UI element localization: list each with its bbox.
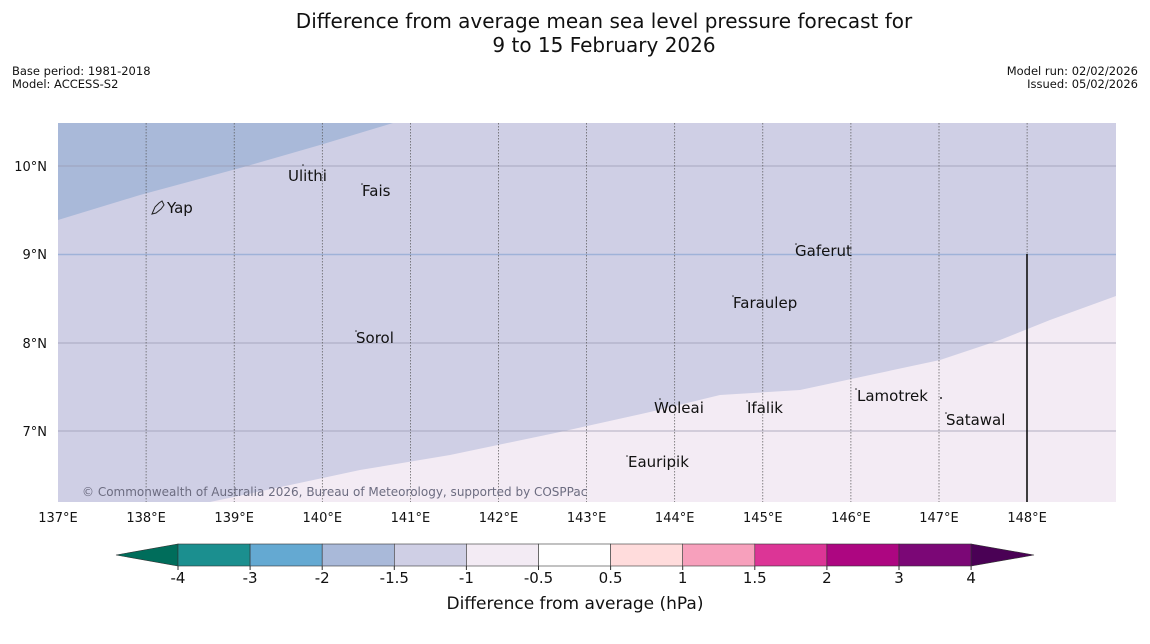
place-label-lamotrek: Lamotrek (857, 387, 928, 405)
place-label-ulithi: Ulithi (288, 167, 327, 185)
colorbar-tick-label-6: 0.5 (599, 569, 623, 587)
title-line-1: Difference from average mean sea level p… (295, 9, 913, 33)
colorbar-tick-label-3: -1.5 (380, 569, 409, 587)
field-band-minus1 (58, 296, 1116, 502)
base-period-label: Base period: 1981-2018 (12, 64, 151, 78)
colorbar-segment-3 (393, 543, 467, 567)
colorbar-tick-label-2: -2 (315, 569, 330, 587)
place-label-yap: Yap (166, 199, 193, 217)
lat-label-8N: 8°N (23, 337, 48, 352)
lon-label-10: 147°E (919, 511, 959, 526)
colorbar-tick-label-5: -0.5 (524, 569, 553, 587)
colorbar-segment-10 (898, 543, 972, 567)
colorbar-label: Difference from average (hPa) (447, 594, 704, 614)
longitude-labels: 137°E 138°E 139°E 140°E 141°E 142°E 143°E 144°E… (38, 511, 1047, 526)
colorbar-tick-label-1: -3 (243, 569, 258, 587)
sorol-dot (355, 330, 357, 332)
colorbar-segment-0 (177, 543, 251, 567)
colorbar-segment-2 (321, 543, 395, 567)
colorbar: -4 -3 -2 -1.5 -1 -0.5 0.5 1 1.5 2 3 4 (115, 543, 1035, 587)
faraulep-dot (732, 295, 734, 297)
field-band-minus2 (58, 123, 393, 220)
lon-label-11: 148°E (1007, 511, 1047, 526)
lon-label-9: 146°E (831, 511, 871, 526)
place-labels: Yap Ulithi Fais Gaferut Faraulep Sorol W… (166, 167, 1005, 471)
ulithi-dot (302, 164, 304, 166)
colorbar-tick-label-4: -1 (459, 569, 474, 587)
place-label-faraulep: Faraulep (733, 294, 797, 312)
place-label-ifalik: Ifalik (747, 399, 783, 417)
fais-dot (361, 183, 363, 185)
place-label-sorol: Sorol (356, 329, 394, 347)
colorbar-tick-label-0: -4 (171, 569, 186, 587)
colorbar-extend-low (115, 543, 179, 567)
place-label-eauripik: Eauripik (628, 453, 689, 471)
lamotrek-east-dot (940, 397, 942, 399)
ifalik-dot (746, 400, 748, 402)
lon-label-5: 142°E (479, 511, 519, 526)
lon-label-6: 143°E (567, 511, 607, 526)
graticule (58, 123, 1116, 502)
map-title: Difference from average mean sea level p… (0, 9, 1150, 57)
issued-label: Issued: 05/02/2026 (1027, 77, 1138, 91)
gaferut-dot (795, 243, 797, 245)
model-run-label: Model run: 02/02/2026 (1006, 64, 1138, 78)
colorbar-segment-6 (610, 543, 683, 567)
lon-label-3: 140°E (303, 511, 343, 526)
lat-label-7N: 7°N (23, 425, 48, 440)
colorbar-segment-7 (682, 543, 756, 567)
colorbar-tick-label-9: 2 (822, 569, 832, 587)
colorbar-segment-1 (249, 543, 323, 567)
colorbar-tick-label-11: 4 (966, 569, 976, 587)
place-label-woleai: Woleai (654, 399, 704, 417)
lon-label-8: 145°E (743, 511, 783, 526)
place-label-gaferut: Gaferut (795, 242, 852, 260)
colorbar-tick-label-7: 1 (678, 569, 688, 587)
model-label: Model: ACCESS-S2 (12, 77, 119, 91)
satawal-dot (945, 412, 947, 414)
lon-label-2: 139°E (214, 511, 254, 526)
yap-island-shape (151, 200, 165, 215)
lon-label-7: 144°E (655, 511, 695, 526)
copyright-notice: © Commonwealth of Australia 2026, Bureau… (82, 485, 587, 499)
info-right: Model run: 02/02/2026 Issued: 05/02/2026 (1007, 65, 1138, 91)
place-label-satawal: Satawal (946, 411, 1005, 429)
colorbar-segment-4 (466, 543, 539, 567)
colorbar-tick-label-8: 1.5 (743, 569, 767, 587)
lon-label-0: 137°E (38, 511, 78, 526)
colorbar-segment-9 (826, 543, 900, 567)
colorbar-extend-high (970, 543, 1035, 567)
colorbar-tick-label-10: 3 (894, 569, 904, 587)
lon-label-1: 138°E (126, 511, 166, 526)
latitude-labels: 10°N 9°N 8°N 7°N (14, 160, 47, 440)
title-line-2: 9 to 15 February 2026 (492, 33, 716, 57)
lon-label-4: 141°E (391, 511, 431, 526)
woleai-dot (659, 398, 661, 400)
lat-label-9N: 9°N (23, 248, 48, 263)
island-markers (151, 164, 947, 457)
colorbar-segment-5 (538, 543, 611, 567)
place-label-fais: Fais (362, 182, 391, 200)
lat-label-10N: 10°N (14, 160, 47, 175)
lamotrek-dot (855, 388, 857, 390)
info-left: Base period: 1981-2018 Model: ACCESS-S2 (12, 65, 151, 91)
colorbar-segment-8 (754, 543, 828, 567)
eauripik-dot (626, 455, 628, 457)
map-panel: Yap Ulithi Fais Gaferut Faraulep Sorol W… (58, 123, 1116, 502)
